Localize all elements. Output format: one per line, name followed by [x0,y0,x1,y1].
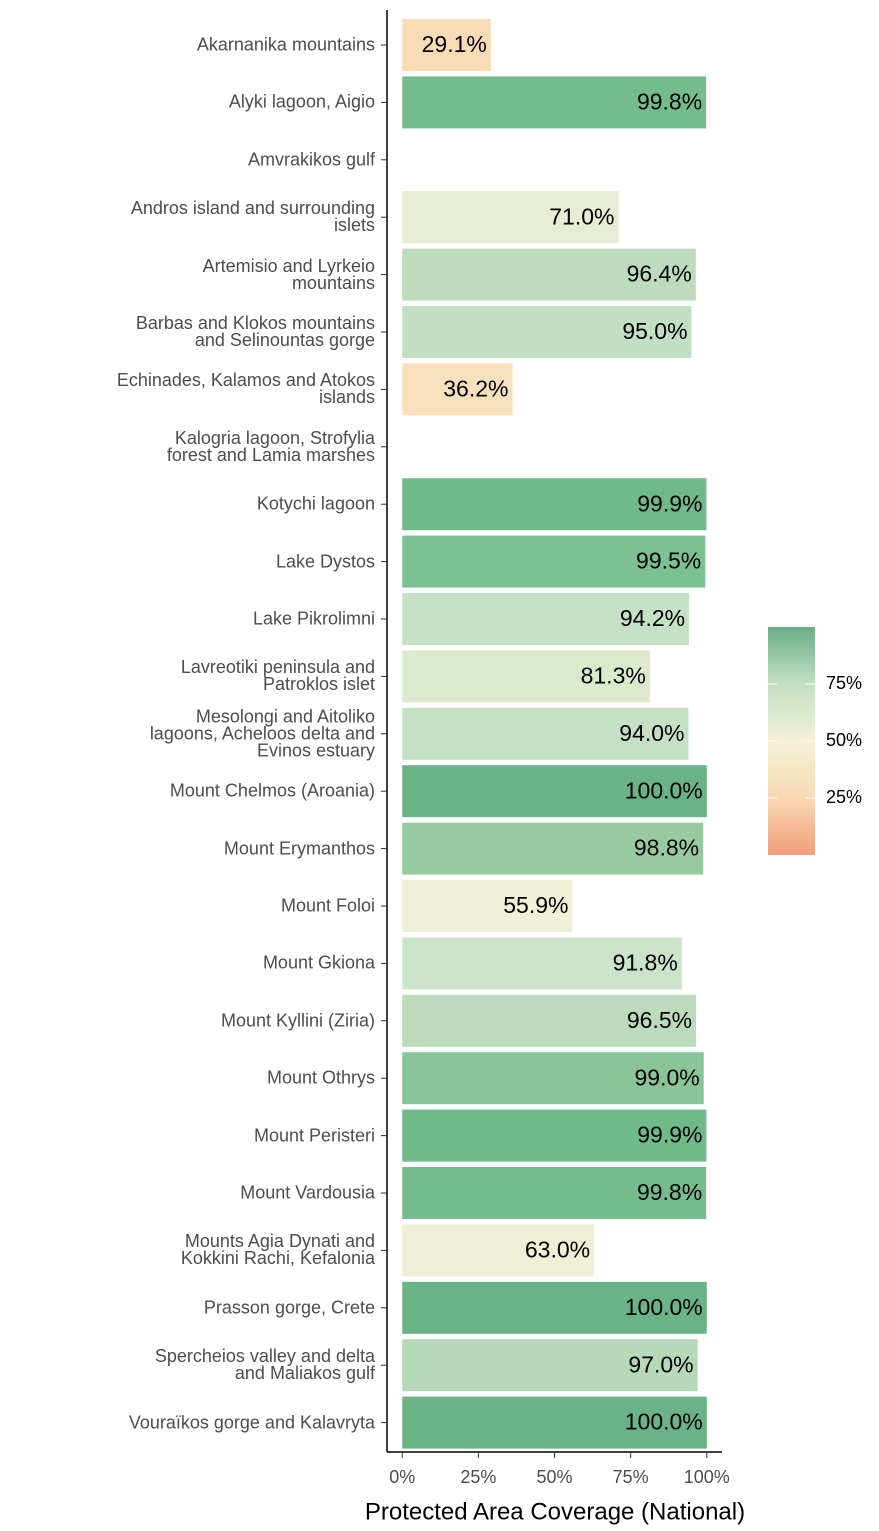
x-tick-label: 50% [536,1467,572,1487]
y-tick-label: Lake Dystos [275,551,375,572]
y-tick-label: Prasson gorge, Crete [203,1297,375,1318]
value-label: 95.0% [622,318,687,344]
bar [402,478,707,531]
value-label: 29.1% [422,31,487,57]
colorbar-label: 50% [826,730,862,750]
y-tick-label: Alyki lagoon, Aigio [228,91,375,112]
bar [402,937,682,990]
bar [402,1224,595,1277]
y-tick-label: Mount Chelmos (Aroania) [169,780,375,801]
value-label: 98.8% [634,835,699,861]
y-tick-label: Mount Othrys [266,1067,375,1088]
bar [402,880,573,932]
y-tick-label: Mount Foloi [280,895,375,916]
value-label: 100.0% [625,1294,703,1320]
x-tick-label: 25% [460,1467,496,1487]
x-tick-label: 75% [613,1467,649,1487]
y-tick-label: Artemisio and Lyrkeio mountains [202,255,375,293]
x-axis-title: Protected Area Coverage (National) [365,1498,745,1525]
y-tick-label: Lake Pikrolimni [252,608,375,629]
bar [402,1396,707,1449]
bar [402,19,491,71]
y-tick-label: Kalogria lagoon, Strofylia forest and La… [166,427,375,465]
y-tick-label: Akarnanika mountains [196,34,375,55]
y-tick-label: Mounts Agia Dynati and Kokkini Rachi, Ke… [180,1231,375,1269]
bar [402,191,619,244]
y-tick-label: Andros island and surrounding islets [130,198,375,236]
bar [402,994,697,1047]
bar [402,1167,707,1219]
colorbar-label: 75% [826,673,862,693]
value-label: 100.0% [625,1409,703,1435]
bar [402,76,707,129]
bar [402,1339,698,1392]
y-tick-label: Mount Vardousia [240,1182,375,1203]
value-label: 99.0% [635,1064,700,1090]
bar [402,363,513,416]
bar [402,1109,707,1162]
bar [402,306,692,358]
value-label: 36.2% [443,375,508,401]
value-label: 99.8% [637,1179,702,1205]
y-tick-label: Lavreotiki peninsula and Patroklos islet [180,657,375,695]
bar [402,650,650,703]
y-tick-label: Vouraïkos gorge and Kalavryta [128,1412,375,1433]
y-tick-label: Kotychi lagoon [256,493,375,514]
y-tick-label: Mesolongi and Aitoliko lagoons, Acheloos… [149,706,375,761]
bar [402,248,696,301]
value-label: 94.0% [619,720,684,746]
value-label: 99.9% [637,1122,702,1148]
y-tick-label: Echinades, Kalamos and Atokos islands [116,370,375,408]
x-tick-label: 0% [389,1467,415,1487]
y-tick-label: Mount Peristeri [253,1125,375,1146]
bar [402,707,689,760]
value-label: 99.8% [637,88,702,114]
value-label: 71.0% [549,203,614,229]
value-label: 94.2% [620,605,685,631]
value-label: 99.5% [636,548,701,574]
colorbar-label: 25% [826,787,862,807]
y-tick-label: Amvrakikos gulf [247,149,375,170]
y-tick-label: Spercheios valley and delta and Maliakos… [154,1346,375,1384]
y-tick-label: Mount Kyllini (Ziria) [220,1010,375,1031]
value-label: 96.5% [627,1007,692,1033]
bar [402,1281,707,1334]
y-tick-label: Mount Gkiona [262,952,375,973]
y-tick-label: Mount Erymanthos [223,838,375,859]
x-tick-label: 100% [684,1467,730,1487]
bar [402,822,704,875]
y-tick-label: Barbas and Klokos mountains and Selinoun… [135,313,375,350]
bar [402,593,690,645]
bar [402,765,707,818]
bar [402,1052,704,1105]
value-label: 81.3% [581,662,646,688]
value-label: 63.0% [525,1236,590,1262]
bar [402,535,706,588]
value-label: 97.0% [628,1351,693,1377]
value-label: 100.0% [625,777,703,803]
value-label: 99.9% [637,490,702,516]
value-label: 96.4% [627,261,692,287]
value-label: 55.9% [503,892,568,918]
value-label: 91.8% [613,949,678,975]
